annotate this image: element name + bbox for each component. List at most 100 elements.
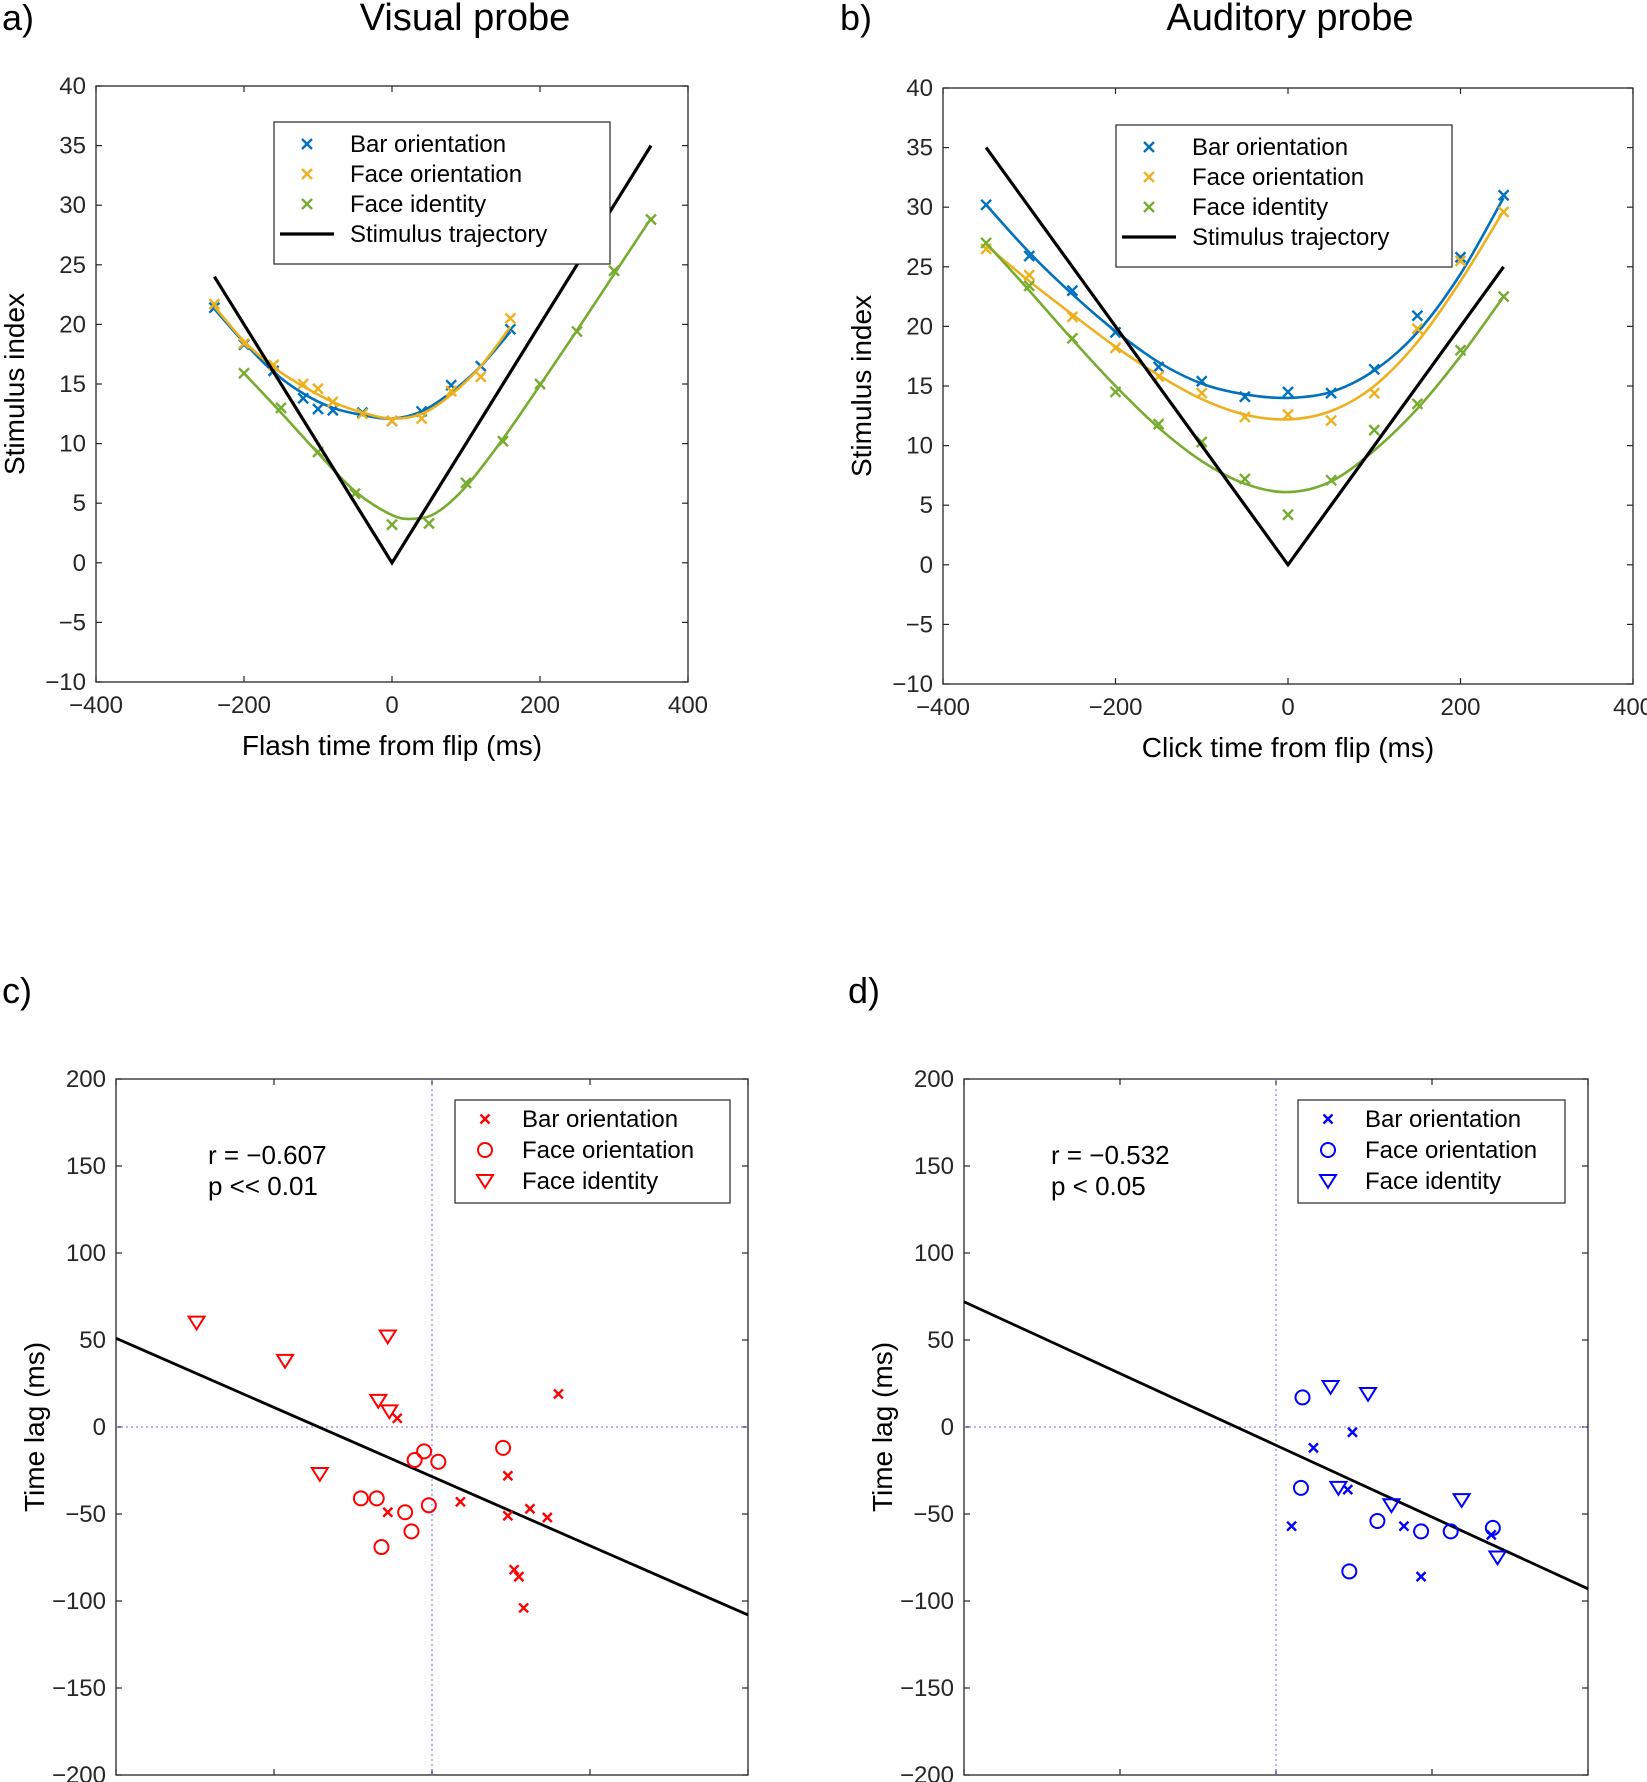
data-point <box>1442 1523 1459 1540</box>
series-face-orientation <box>1292 1389 1501 1580</box>
data-point <box>1398 1520 1410 1532</box>
y-tick-label: 35 <box>906 135 933 162</box>
data-point-stroke-b <box>1411 398 1424 410</box>
data-point-stroke-b <box>502 1470 514 1482</box>
legend-entry-label: Face identity <box>1192 194 1328 221</box>
legend-marker-icon-stroke-b <box>1322 1113 1334 1125</box>
data-point-stroke-b <box>1325 414 1337 427</box>
data-point <box>386 518 398 531</box>
legend-entry-label: Face orientation <box>1192 164 1364 191</box>
data-point <box>1066 284 1079 297</box>
legend-entry-label: Face orientation <box>522 1137 694 1164</box>
data-point-stroke-b <box>1497 189 1510 202</box>
data-point-stroke-b <box>1497 206 1510 218</box>
data-point-stroke-b <box>1286 1520 1297 1532</box>
data-point <box>497 435 509 448</box>
series-bar-orientation <box>1286 1426 1497 1582</box>
data-point <box>513 1571 525 1582</box>
legend-marker-icon <box>1318 1174 1338 1190</box>
data-point <box>980 198 992 211</box>
data-point-stroke-b <box>208 298 221 310</box>
y-tick-label: 200 <box>914 1066 954 1093</box>
data-point-stroke-b <box>518 1602 529 1614</box>
data-point <box>416 1443 433 1460</box>
y-axis-label: Stimulus index <box>0 293 30 475</box>
data-point <box>608 264 620 277</box>
data-point-stroke-b <box>386 415 398 427</box>
data-point <box>397 1504 414 1521</box>
data-point-stroke-b <box>1368 424 1381 436</box>
y-tick-label: 100 <box>914 1240 954 1267</box>
x-tick-label: −400 <box>916 694 970 721</box>
data-point-stroke-b <box>524 1503 536 1515</box>
series-face-identity <box>980 237 1510 521</box>
data-point <box>502 1510 514 1522</box>
data-point-stroke-b <box>1325 474 1337 487</box>
data-point <box>1282 386 1294 398</box>
data-point-stroke-b <box>423 517 435 530</box>
data-point <box>1152 418 1165 430</box>
y-tick-label: 15 <box>59 371 86 398</box>
data-point <box>312 403 324 415</box>
series-stimulus-trajectory <box>984 146 1505 568</box>
y-tick-label: 30 <box>906 194 933 221</box>
data-point-stroke-b <box>415 412 428 425</box>
data-point <box>504 312 517 325</box>
data-point <box>474 370 487 383</box>
stats-annotation: p << 0.01 <box>208 1171 318 1201</box>
data-point <box>297 378 310 390</box>
data-point-stroke-b <box>1368 387 1381 400</box>
y-tick-label: 0 <box>93 1414 106 1441</box>
data-point <box>1451 1493 1472 1509</box>
data-point-stroke-b <box>382 1506 394 1518</box>
panel-label-c: c) <box>2 970 32 1011</box>
legend: Bar orientation Face orientation Face iden… <box>1297 1099 1566 1204</box>
data-point <box>1023 250 1036 262</box>
y-tick-label: −5 <box>59 609 86 636</box>
y-tick-label: −200 <box>52 1762 106 1782</box>
data-point-stroke-b <box>1023 269 1036 281</box>
y-tick-label: −150 <box>900 1675 954 1702</box>
data-point <box>368 1490 385 1507</box>
data-point-stroke-b <box>1497 290 1510 303</box>
legend-entry-label: Face orientation <box>1365 1137 1537 1164</box>
data-point-stroke-b <box>460 477 472 489</box>
panel-a-title: Visual probe <box>360 0 571 39</box>
y-tick-label: −10 <box>892 671 933 698</box>
y-tick-label: 30 <box>59 192 86 219</box>
data-point <box>310 1466 330 1483</box>
y-tick-label: 0 <box>941 1414 954 1441</box>
y-tick-label: 25 <box>906 254 933 281</box>
panel-b-auditory-probe: −400 −200 0 200 400 −10 −5 0 5 10 15 20 25 30 35 40 Clic… <box>846 75 1647 763</box>
data-point-stroke-b <box>455 1496 466 1508</box>
y-tick-label: 15 <box>906 373 933 400</box>
data-point-stroke-b <box>1454 251 1467 264</box>
legend-marker-icon-stroke-b <box>1143 171 1155 183</box>
data-point <box>1368 387 1381 400</box>
data-point-stroke-b <box>1195 387 1208 400</box>
data-point <box>541 1512 553 1523</box>
data-point-stroke-b <box>513 1571 525 1582</box>
data-point <box>1294 1389 1311 1406</box>
legend-entry-label: Face identity <box>350 191 486 218</box>
y-tick-label: 100 <box>66 1240 106 1267</box>
legend: Bar orientation Face orientation Face iden… <box>454 1099 731 1204</box>
y-tick-label: 50 <box>927 1327 954 1354</box>
data-point <box>460 477 472 489</box>
data-point <box>1195 387 1208 400</box>
data-point-stroke-b <box>474 370 487 383</box>
data-point <box>1109 342 1122 354</box>
y-tick-label: 150 <box>914 1153 954 1180</box>
legend: Bar orientation Face orientation Face iden… <box>1115 124 1453 268</box>
data-point-stroke-b <box>1411 322 1424 335</box>
data-point <box>1320 1379 1341 1396</box>
data-point-stroke-b <box>1347 1426 1358 1438</box>
data-point-stroke-b <box>1066 284 1079 297</box>
data-point-stroke-b <box>1415 1571 1427 1582</box>
data-point <box>1292 1479 1309 1496</box>
data-point <box>1368 424 1381 436</box>
legend: Bar orientation Face orientation Face iden… <box>273 121 611 265</box>
legend-entry-label: Stimulus trajectory <box>1192 224 1389 251</box>
y-tick-label: −50 <box>913 1501 954 1528</box>
data-point-stroke-b <box>553 1388 564 1400</box>
